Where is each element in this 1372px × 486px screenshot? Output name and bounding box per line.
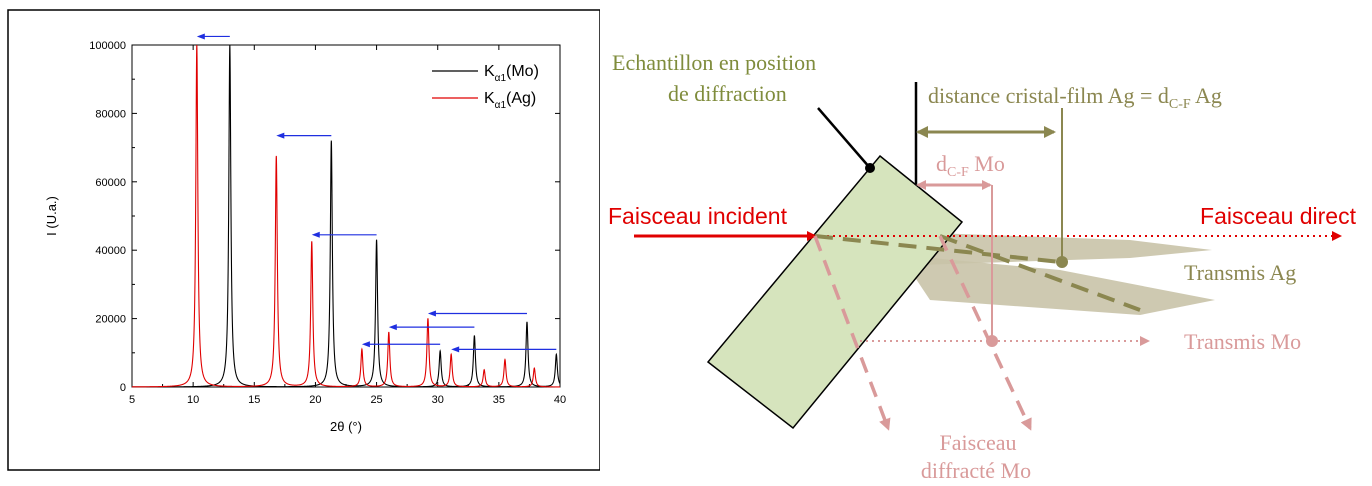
shift-arrow-head: [388, 324, 397, 331]
legend: Kα1(Mo) Kα1(Ag): [432, 63, 539, 111]
x-tick-label: 5: [129, 394, 135, 406]
sample-leader-line: [817, 107, 871, 169]
transmitted-ag-path-1: [814, 234, 1061, 264]
x-tick-label: 25: [370, 394, 382, 406]
legend-label-ag: Kα1(Ag): [484, 90, 536, 111]
direct-beam-label: Faisceau direct: [1200, 203, 1357, 229]
diffracted-mo-beam-1: [813, 235, 891, 431]
y-tick-label: 80000: [95, 108, 126, 120]
y-tick-label: 20000: [95, 314, 126, 326]
transmitted-ag-path-2: [939, 234, 1141, 312]
y-tick-label: 100000: [89, 40, 126, 52]
transmitted-ag-label: Transmis Ag: [1184, 260, 1296, 285]
shift-arrow-head: [361, 341, 370, 348]
shift-arrow-head: [196, 33, 205, 40]
ag-distance-label: distance cristal-film Ag = dC-F Ag: [928, 83, 1222, 112]
transmitted-ag-beam-upper: [905, 232, 1212, 265]
diffracted-mo-label-line2: diffracté Mo: [921, 458, 1031, 483]
x-axis-label: 2θ (°): [330, 419, 362, 434]
xrd-chart: 5 10 15 20 25 30 35 40 0 20000 40000 60000 80000 1000…: [7, 9, 600, 471]
legend-label-mo: Kα1(Mo): [484, 63, 539, 84]
shift-arrow-head: [451, 346, 460, 353]
x-tick-label: 10: [187, 394, 199, 406]
series-line: [132, 44, 561, 388]
shift-arrow-head: [311, 231, 320, 238]
sample-leader-dot: [865, 163, 875, 173]
x-tick-label: 35: [493, 394, 505, 406]
series-line: [132, 44, 560, 388]
diffracted-mo-beam-2: [938, 235, 1032, 431]
diffracted-mo-label-line1: Faisceau: [940, 430, 1017, 455]
y-axis-label: I (U.a.): [44, 196, 59, 236]
chart-curves: [132, 44, 561, 388]
x-tick-label: 30: [432, 394, 444, 406]
mo-distance-label: dC-F Mo: [936, 151, 1005, 180]
x-tick-label: 40: [554, 394, 566, 406]
y-tick-label: 0: [120, 382, 126, 394]
chart-frame: [7, 9, 600, 471]
axis-ticks: 5 10 15 20 25 30 35 40 0 20000 40000 60000 80000 1000…: [89, 40, 566, 406]
diffraction-diagram: Echantillon en position de diffraction d…: [608, 50, 1357, 483]
transmitted-ag-beam-lower: [900, 255, 1215, 315]
transmitted-mo-label: Transmis Mo: [1184, 329, 1301, 354]
x-tick-label: 15: [248, 394, 260, 406]
x-tick-label: 20: [309, 394, 321, 406]
sample-label-line1: Echantillon en position: [612, 50, 816, 75]
y-tick-label: 60000: [95, 177, 126, 189]
incident-beam-label: Faisceau incident: [608, 203, 788, 229]
shift-arrows: [196, 33, 557, 353]
shift-arrow-head: [427, 310, 436, 317]
ag-film-point: [1056, 256, 1068, 268]
y-tick-label: 40000: [95, 245, 126, 257]
sample-label-line2: de diffraction: [668, 81, 787, 106]
shift-arrow-head: [276, 132, 285, 139]
